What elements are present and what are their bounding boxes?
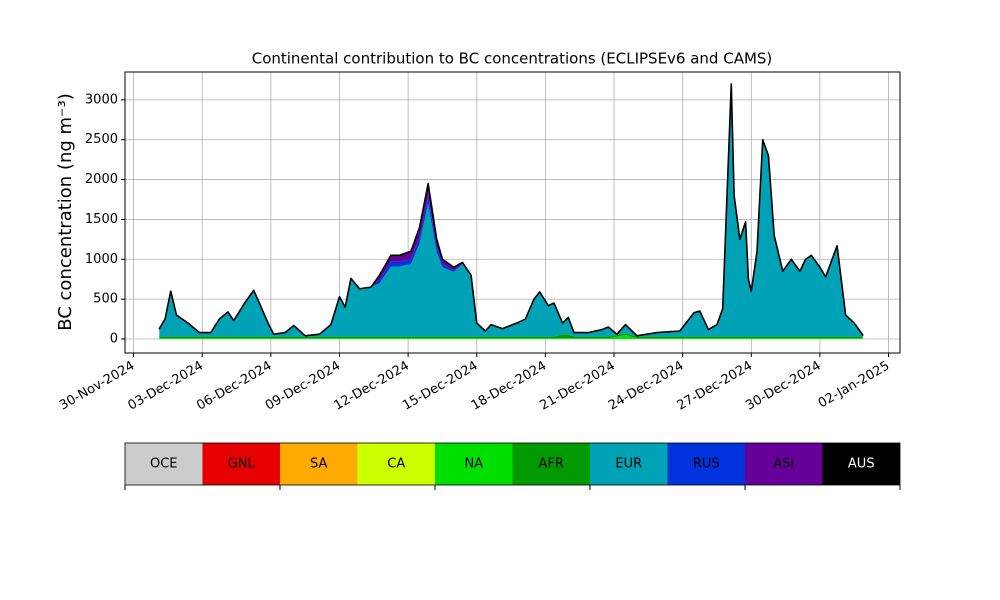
x-tick-label: 06-Dec-2024	[194, 359, 274, 414]
legend-swatch	[822, 443, 900, 485]
x-tick-label: 03-Dec-2024	[126, 359, 206, 414]
legend-swatch	[435, 443, 513, 485]
x-tick-label: 12-Dec-2024	[331, 359, 411, 414]
x-tick-label: 30-Dec-2024	[743, 359, 823, 414]
y-axis-label: BC concentration (ng m⁻³)	[55, 93, 76, 331]
y-tick-label: 1000	[85, 252, 118, 267]
legend-label: EUR	[615, 457, 642, 472]
y-tick-label: 2500	[85, 132, 118, 147]
legend-swatch	[202, 443, 280, 485]
legend-swatch	[125, 443, 203, 485]
legend-label: AFR	[539, 457, 564, 472]
legend-swatch	[667, 443, 745, 485]
y-tick-label: 1500	[85, 212, 118, 227]
y-tick-label: 500	[93, 292, 118, 307]
y-tick-label: 2000	[85, 172, 118, 187]
x-tick-label: 30-Nov-2024	[57, 359, 137, 414]
y-tick-label: 0	[110, 331, 118, 346]
y-tick-label: 3000	[85, 92, 118, 107]
legend-label: OCE	[150, 457, 178, 472]
legend-label: NA	[464, 457, 483, 472]
legend-label: GNL	[228, 457, 256, 472]
chart-title: Continental contribution to BC concentra…	[252, 50, 773, 68]
x-tick-label: 24-Dec-2024	[606, 359, 686, 414]
legend-label: CA	[387, 457, 405, 472]
legend-swatch	[745, 443, 823, 485]
x-tick-label: 09-Dec-2024	[263, 359, 343, 414]
x-tick-label: 02-Jan-2025	[816, 359, 893, 412]
area	[159, 83, 863, 337]
x-tick-label: 15-Dec-2024	[400, 359, 480, 414]
legend-swatch	[512, 443, 590, 485]
legend-label: SA	[310, 457, 327, 472]
legend-swatch	[357, 443, 435, 485]
area	[159, 334, 863, 339]
x-tick-label: 21-Dec-2024	[537, 359, 617, 414]
legend-label: ASI	[773, 457, 794, 472]
plot-frame	[124, 71, 901, 354]
x-tick-label: 18-Dec-2024	[469, 359, 549, 414]
legend-frame	[124, 442, 901, 486]
legend-label: AUS	[848, 457, 875, 472]
legend-swatch	[590, 443, 668, 485]
x-tick-label: 27-Dec-2024	[675, 359, 755, 414]
area	[158, 83, 864, 337]
legend-label: RUS	[693, 457, 720, 472]
legend-swatch	[280, 443, 358, 485]
area	[159, 333, 863, 339]
